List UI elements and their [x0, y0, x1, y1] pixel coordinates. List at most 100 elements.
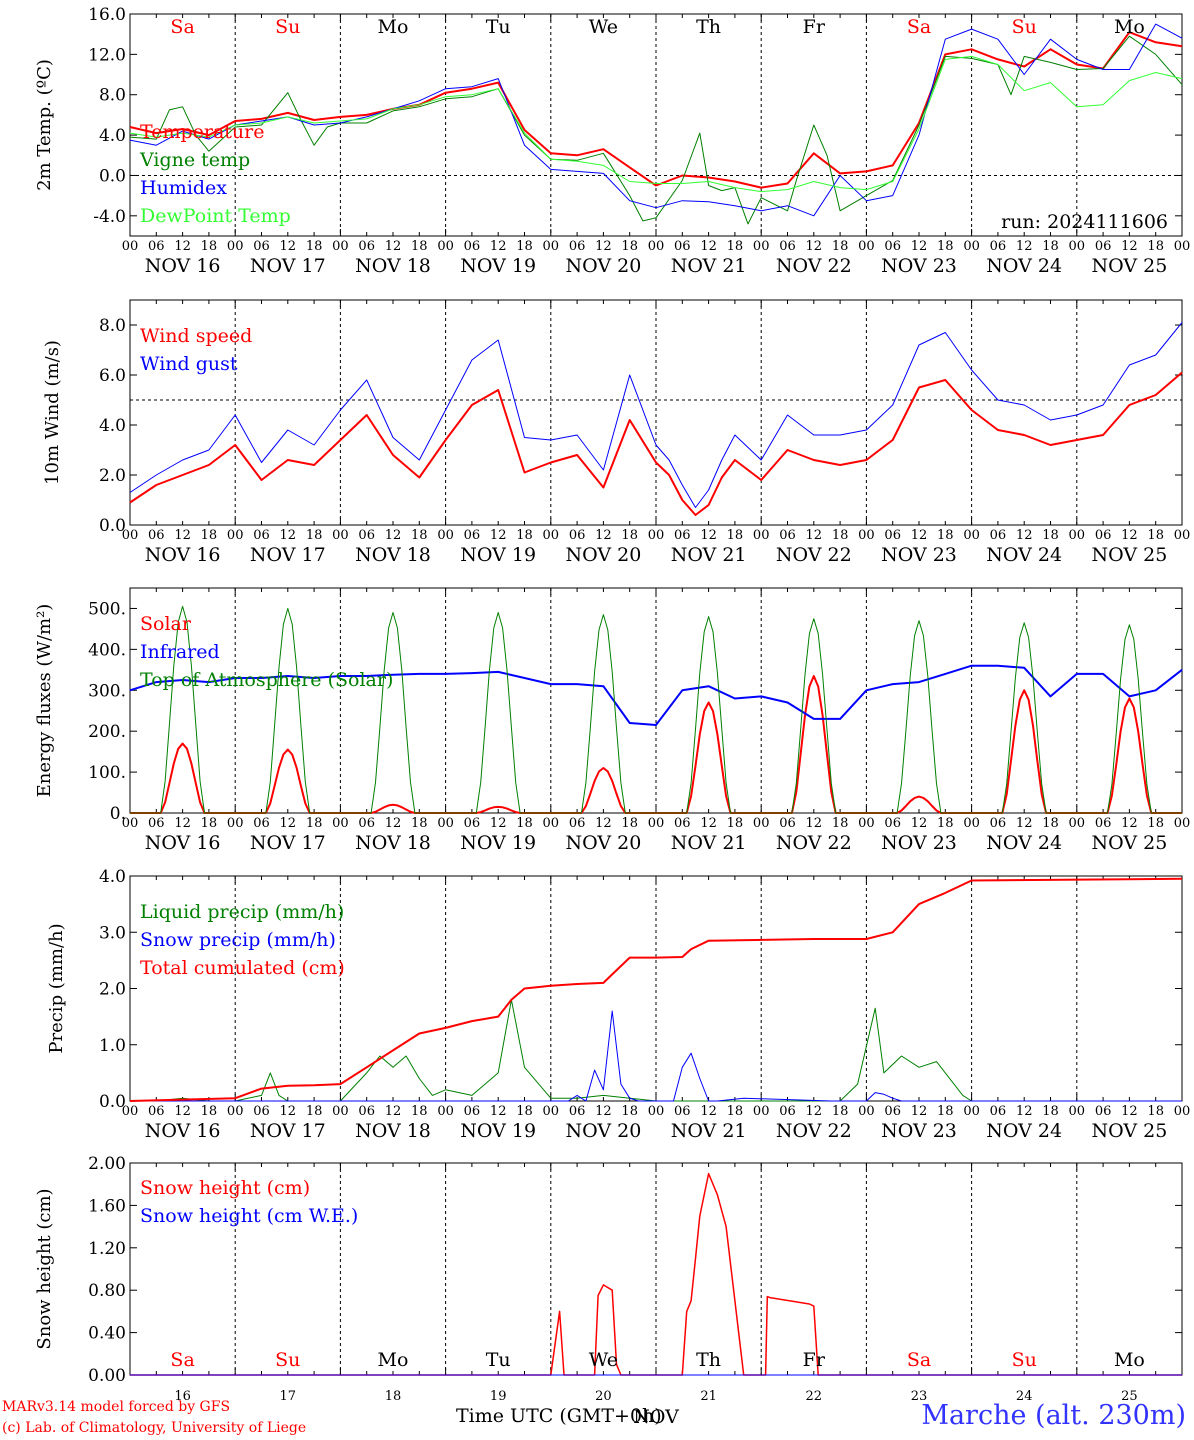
date-label: NOV 22: [776, 544, 852, 566]
hour-tick-label: 00: [753, 1104, 770, 1119]
date-label: NOV 21: [671, 544, 747, 566]
date-label: NOV 16: [145, 255, 221, 277]
hour-tick-label: 06: [1095, 528, 1112, 543]
weekday-label: Mo: [378, 16, 409, 38]
date-label: NOV 18: [355, 832, 431, 854]
y-tick-label: 2.0: [99, 980, 126, 1000]
hour-tick-label: 00: [1174, 528, 1191, 543]
hour-tick-label: 06: [1095, 816, 1112, 831]
date-label: NOV 20: [565, 544, 641, 566]
weekday-label: Mo: [1114, 16, 1145, 38]
legend-entry: Wind gust: [140, 353, 238, 375]
hour-tick-label: 12: [385, 1104, 402, 1119]
series-line: [130, 1010, 1182, 1102]
hour-tick-label: 06: [569, 816, 586, 831]
date-label: NOV 20: [565, 1120, 641, 1142]
legend-entry: Infrared: [140, 641, 220, 663]
hour-tick-label: 12: [385, 528, 402, 543]
plot-frame: [129, 299, 1183, 526]
hour-tick-label: 18: [621, 1104, 638, 1119]
y-tick-label: 0.: [110, 804, 126, 824]
y-tick-label: 4.0: [99, 867, 126, 887]
hour-tick-label: 12: [1121, 816, 1138, 831]
hour-tick-label: 18: [832, 528, 849, 543]
date-label: NOV 22: [776, 255, 852, 277]
legend-entry: Snow precip (mm/h): [140, 929, 336, 951]
hour-tick-label: 06: [464, 816, 481, 831]
y-tick-label: 2.0: [99, 466, 126, 486]
date-label: NOV 19: [460, 544, 536, 566]
hour-tick-label: 06: [674, 528, 691, 543]
hour-tick-label: 06: [1095, 239, 1112, 254]
date-label: NOV 16: [145, 1120, 221, 1142]
hour-tick-label: 12: [700, 239, 717, 254]
day-number-label: 22: [806, 1389, 823, 1404]
legend-entry: Solar: [140, 613, 192, 635]
day-number-label: 23: [911, 1389, 928, 1404]
weekday-label: Tu: [486, 1349, 511, 1371]
hour-tick-label: 12: [280, 528, 297, 543]
date-label: NOV 18: [355, 544, 431, 566]
hour-tick-label: 18: [832, 239, 849, 254]
hour-tick-label: 12: [595, 816, 612, 831]
hour-tick-label: 06: [1095, 1104, 1112, 1119]
hour-tick-label: 18: [832, 1104, 849, 1119]
hour-tick-label: 06: [358, 816, 375, 831]
weekday-label: We: [589, 1349, 618, 1371]
date-label: NOV 22: [776, 832, 852, 854]
hour-tick-label: 06: [253, 1104, 270, 1119]
date-label: NOV 17: [250, 832, 326, 854]
hour-tick-label: 00: [122, 1104, 139, 1119]
y-axis-title: 2m Temp. (ºC): [34, 59, 55, 191]
legend-entry: DewPoint Temp: [140, 205, 291, 227]
hour-tick-label: 18: [937, 239, 954, 254]
legend-entry: Snow height (cm): [140, 1177, 310, 1199]
hour-tick-label: 12: [1121, 528, 1138, 543]
series-line: [129, 664, 1183, 726]
hour-tick-label: 18: [516, 239, 533, 254]
y-tick-label: 0.40: [88, 1324, 126, 1344]
date-label: NOV 25: [1091, 544, 1167, 566]
hour-tick-label: 12: [1016, 528, 1033, 543]
series-line: [129, 35, 1183, 225]
hour-tick-label: 18: [727, 239, 744, 254]
series-line: [129, 371, 1183, 516]
date-label: NOV 20: [565, 255, 641, 277]
hour-tick-label: 12: [280, 239, 297, 254]
hour-tick-label: 12: [174, 1104, 191, 1119]
hour-tick-label: 06: [464, 239, 481, 254]
hour-tick-label: 12: [911, 1104, 928, 1119]
hour-tick-label: 12: [1016, 816, 1033, 831]
hour-tick-label: 00: [437, 239, 454, 254]
y-tick-label: 1.20: [88, 1239, 126, 1259]
model-credit: MARv3.14 model forced by GFS: [2, 1399, 231, 1415]
legend-entry: Wind speed: [140, 325, 252, 347]
date-label: NOV 17: [250, 255, 326, 277]
hour-tick-label: 00: [122, 239, 139, 254]
lab-credit: (c) Lab. of Climatology, University of L…: [2, 1420, 307, 1436]
date-label: NOV 21: [671, 832, 747, 854]
hour-tick-label: 18: [832, 816, 849, 831]
hour-tick-label: 12: [806, 816, 823, 831]
weekday-label: Sa: [907, 1349, 931, 1371]
hour-tick-label: 00: [1069, 1104, 1086, 1119]
hour-tick-label: 00: [648, 1104, 665, 1119]
hour-tick-label: 18: [727, 528, 744, 543]
day-number-label: 17: [280, 1389, 297, 1404]
hour-tick-label: 06: [990, 1104, 1007, 1119]
hour-tick-label: 06: [990, 239, 1007, 254]
date-label: NOV 25: [1091, 832, 1167, 854]
hour-tick-label: 18: [306, 239, 323, 254]
hour-tick-label: 06: [779, 1104, 796, 1119]
hour-tick-label: 00: [332, 239, 349, 254]
hour-tick-label: 00: [543, 528, 560, 543]
hour-tick-label: 12: [595, 239, 612, 254]
hour-tick-label: 18: [411, 816, 428, 831]
hour-tick-label: 06: [148, 816, 165, 831]
y-tick-label: 0.0: [99, 166, 126, 186]
hour-tick-label: 00: [648, 239, 665, 254]
hour-tick-label: 12: [1121, 239, 1138, 254]
hour-tick-label: 12: [806, 528, 823, 543]
hour-tick-label: 06: [358, 239, 375, 254]
hour-tick-label: 18: [306, 1104, 323, 1119]
